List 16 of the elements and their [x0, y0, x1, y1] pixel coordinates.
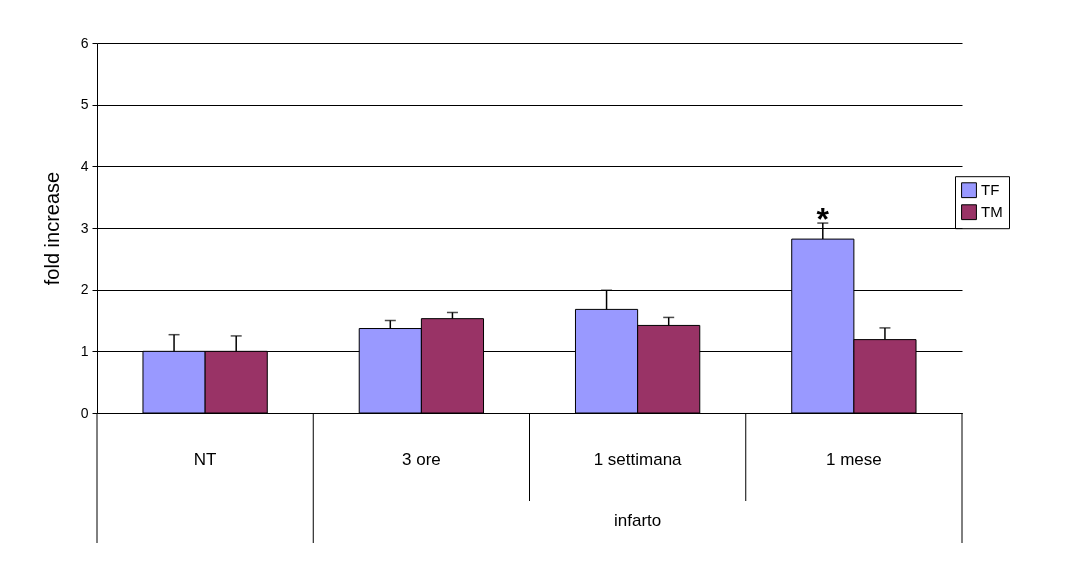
y-tick-label: 2 [80, 281, 89, 298]
x-tick-label: NT [193, 449, 217, 469]
annotation: * [816, 201, 830, 238]
legend-label: TM [981, 203, 1003, 221]
x-tick-label: 1 settimana [593, 449, 683, 469]
y-tick-label: 4 [80, 157, 89, 174]
legend-label: TF [981, 181, 1000, 199]
x-tick-label: 3 ore [402, 449, 441, 469]
text: infarto [614, 511, 662, 530]
y-tick-label: 1 [80, 342, 89, 359]
y-axis-title: fold increase [40, 171, 63, 286]
y-tick-label: 3 [80, 219, 89, 236]
y-tick-label: 6 [80, 34, 89, 51]
y-tick-label: 5 [80, 96, 89, 113]
x-tick-label: 1 mese [826, 449, 882, 469]
y-tick-label: 0 [80, 404, 89, 421]
